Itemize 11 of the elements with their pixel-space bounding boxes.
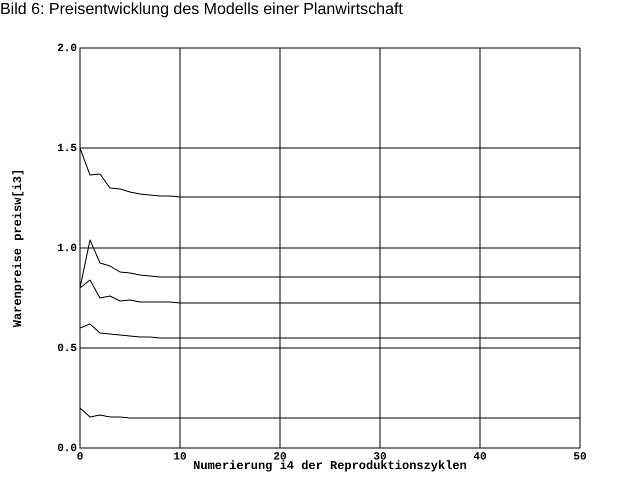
y-tick-label: 1.5 [57,142,78,155]
y-tick-label: 0.0 [57,442,77,455]
y-tick-label: 1.0 [57,242,77,255]
y-tick-label: 0.5 [57,342,78,355]
x-tick-label: 10 [173,451,187,464]
y-axis-title: Warenpreise preisw[i3] [11,168,26,328]
x-tick-label: 0 [76,451,84,464]
chart-title: Bild 6: Preisentwicklung des Modells einer Planwirtschaft [0,1,404,18]
x-tick-label: 40 [473,451,487,464]
y-tick-label: 2.0 [57,42,77,55]
x-tick-label: 50 [573,451,587,464]
